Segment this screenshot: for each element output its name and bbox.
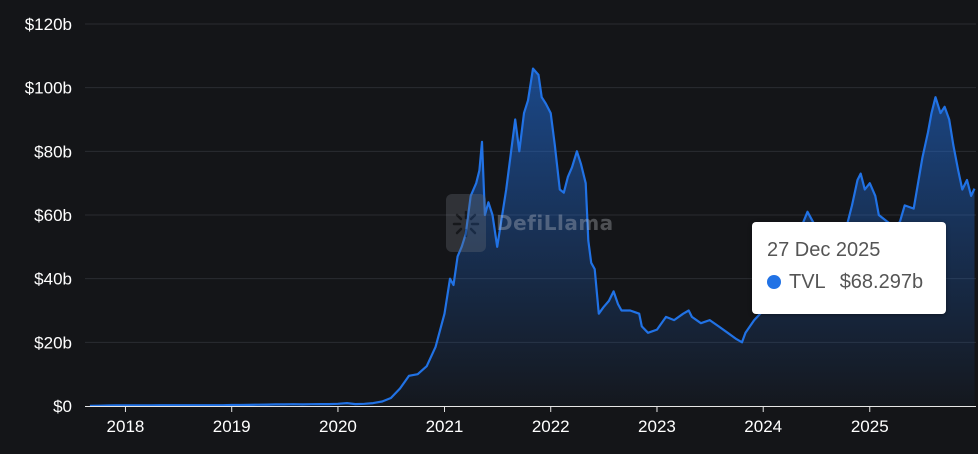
tooltip-value: $68.297b xyxy=(839,271,924,293)
tvl-series-line xyxy=(89,67,976,407)
defillama-watermark: DefiLlama xyxy=(446,194,614,252)
x-tick-label: 2019 xyxy=(213,417,251,436)
tooltip-row: TVL $68.297b xyxy=(767,270,946,294)
x-tick-label: 2022 xyxy=(532,417,570,436)
x-axis: 2018 2019 2020 2021 2022 2023 2024 2025 xyxy=(85,406,976,436)
llama-logo-icon xyxy=(446,194,486,252)
tooltip-series-label: TVL xyxy=(789,271,826,293)
x-tick-label: 2020 xyxy=(319,417,357,436)
y-tick-label: $60b xyxy=(34,206,72,225)
y-axis: $0 $20b $40b $60b $80b $100b $120b xyxy=(25,15,72,416)
x-tick-label: 2025 xyxy=(851,417,889,436)
y-tick-label: $0 xyxy=(53,397,72,416)
hover-tooltip: 27 Dec 2025 TVL $68.297b xyxy=(752,222,946,314)
y-tick-label: $100b xyxy=(25,79,72,98)
tooltip-date: 27 Dec 2025 xyxy=(767,239,881,261)
x-tick-label: 2021 xyxy=(426,417,464,436)
x-tick-label: 2018 xyxy=(107,417,145,436)
area-layer xyxy=(89,67,976,407)
x-tick-label: 2023 xyxy=(638,417,676,436)
series-dot-icon xyxy=(767,275,781,289)
x-tick-label: 2024 xyxy=(744,417,782,436)
watermark-text: DefiLlama xyxy=(496,211,614,235)
y-tick-label: $80b xyxy=(34,142,72,161)
y-tick-label: $40b xyxy=(34,270,72,289)
y-tick-label: $20b xyxy=(34,333,72,352)
y-tick-label: $120b xyxy=(25,15,72,34)
